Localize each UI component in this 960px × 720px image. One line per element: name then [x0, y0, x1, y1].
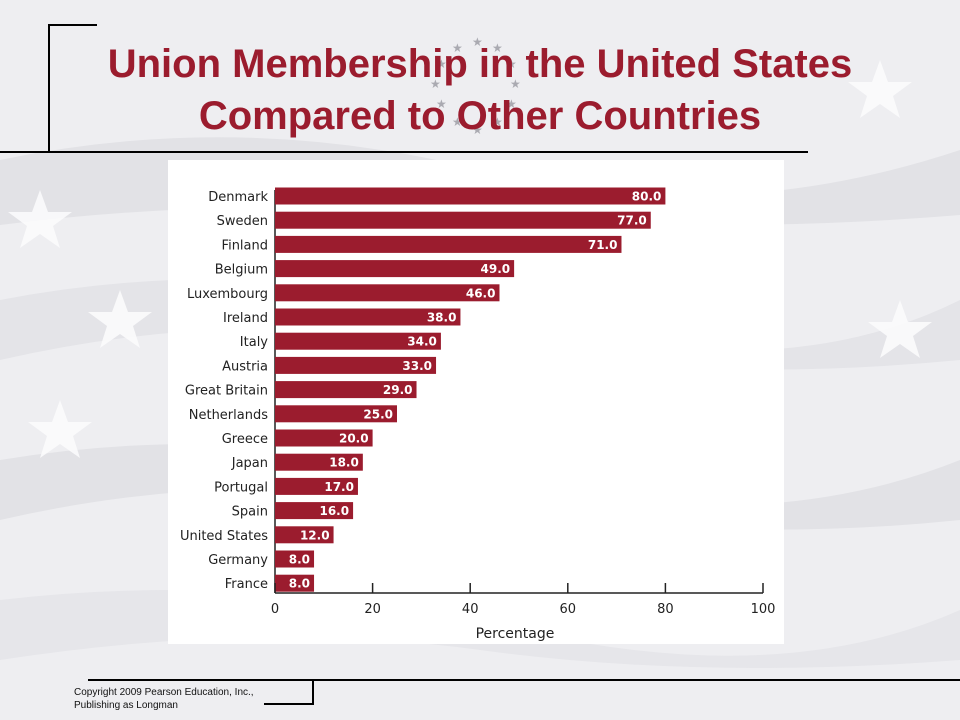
value-label: 38.0	[427, 311, 457, 325]
value-label: 34.0	[407, 335, 437, 349]
bar-netherlands	[275, 405, 397, 423]
svg-text:★: ★	[452, 115, 463, 129]
x-axis-title: Percentage	[476, 626, 555, 642]
slide-title-line-2: Compared to Other Countries	[198, 94, 762, 138]
footer-line	[88, 679, 960, 681]
bar-japan	[275, 453, 363, 471]
bar-luxembourg	[275, 284, 500, 302]
frame-left-line	[48, 24, 50, 152]
slide-title-line-1: Union Membership in the United States	[107, 42, 853, 86]
svg-text:★: ★	[492, 115, 503, 129]
svg-text:★: ★	[430, 77, 441, 91]
bar-italy	[275, 332, 441, 350]
bar-united-states	[275, 526, 334, 544]
category-label: France	[225, 577, 268, 592]
category-label: Germany	[208, 553, 268, 568]
value-label: 33.0	[402, 359, 432, 373]
bar-finland	[275, 235, 622, 253]
value-label: 12.0	[300, 528, 330, 542]
x-tick-label: 20	[364, 602, 381, 617]
chart-panel: Denmark 80.0 Sweden 77.0 Finland 71.0 Belgium 4…	[168, 160, 784, 644]
category-label: Finland	[222, 238, 268, 253]
bar-france	[275, 574, 315, 592]
bar-austria	[275, 356, 437, 374]
category-label: Netherlands	[189, 408, 268, 423]
slide-title: Union Membership in the United States Co…	[0, 38, 960, 142]
value-label: 25.0	[363, 407, 393, 421]
svg-text:★: ★	[452, 41, 463, 55]
x-tick-label: 0	[271, 602, 279, 617]
category-label: Ireland	[223, 311, 268, 326]
value-label: 16.0	[319, 504, 349, 518]
category-label: Belgium	[215, 263, 268, 278]
value-label: 17.0	[324, 480, 354, 494]
frame-top-line	[48, 24, 97, 26]
svg-text:★: ★	[506, 97, 517, 111]
value-label: 49.0	[481, 262, 511, 276]
bar-sweden	[275, 211, 651, 229]
x-tick-label: 60	[560, 602, 577, 617]
category-label: Sweden	[217, 214, 268, 229]
x-tick-label: 40	[462, 602, 479, 617]
copyright-notice: Copyright 2009 Pearson Education, Inc., …	[74, 686, 254, 712]
svg-text:★: ★	[492, 41, 503, 55]
bar-ireland	[275, 308, 461, 326]
value-label: 29.0	[383, 383, 413, 397]
category-label: Luxembourg	[187, 287, 268, 302]
bar-great-britain	[275, 381, 417, 399]
eu-stars-logo: ★ ★ ★ ★ ★ ★ ★ ★ ★ ★ ★ ★	[430, 35, 521, 137]
copyright-line-1: Copyright 2009 Pearson Education, Inc.,	[74, 687, 254, 698]
bar-germany	[275, 550, 315, 568]
value-label: 46.0	[466, 286, 496, 300]
svg-text:★: ★	[436, 97, 447, 111]
category-label: Japan	[231, 456, 268, 471]
svg-text:★: ★	[510, 77, 521, 91]
svg-text:★: ★	[472, 123, 483, 137]
copyright-line-2: Publishing as Longman	[74, 700, 178, 711]
svg-text:★: ★	[506, 57, 517, 71]
value-label: 8.0	[289, 577, 310, 591]
value-label: 71.0	[588, 238, 618, 252]
value-label: 8.0	[289, 553, 310, 567]
value-label: 80.0	[632, 190, 662, 204]
bar-greece	[275, 429, 373, 447]
value-label: 18.0	[329, 456, 359, 470]
category-label: Great Britain	[185, 384, 268, 399]
value-label: 77.0	[617, 214, 647, 228]
category-label: Spain	[232, 505, 268, 520]
category-label: Austria	[222, 359, 268, 374]
bar-spain	[275, 502, 354, 520]
bar-chart: Denmark 80.0 Sweden 77.0 Finland 71.0 Belgium 4…	[180, 187, 776, 642]
title-underline	[0, 151, 808, 153]
value-label: 20.0	[339, 432, 369, 446]
bar-portugal	[275, 477, 358, 495]
svg-text:★: ★	[472, 35, 483, 49]
x-tick-label: 80	[657, 602, 674, 617]
footer-divider	[312, 679, 314, 705]
svg-text:★: ★	[436, 57, 447, 71]
category-label: Greece	[222, 432, 268, 447]
x-tick-label: 100	[751, 602, 776, 617]
bar-denmark	[275, 187, 666, 205]
category-label: Portugal	[214, 480, 268, 495]
bar-belgium	[275, 260, 515, 278]
category-label: Italy	[240, 335, 269, 350]
category-label: Denmark	[208, 190, 268, 205]
footer-bracket	[264, 703, 314, 705]
category-label: United States	[180, 529, 268, 544]
